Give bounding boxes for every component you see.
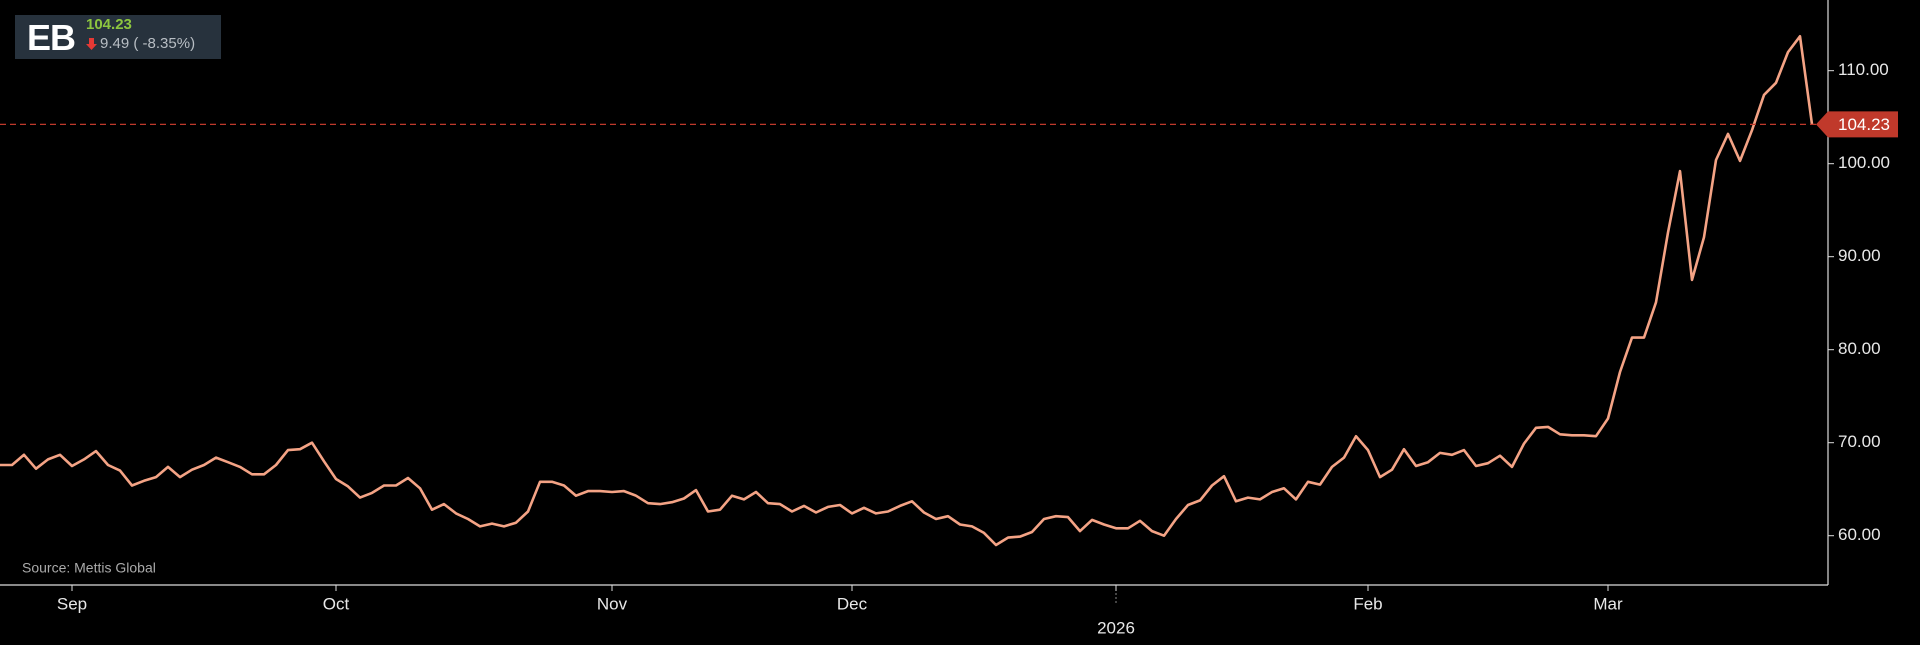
x-tick-label: Sep (57, 594, 87, 613)
price-line (0, 35, 1814, 547)
x-tick-label: Feb (1353, 594, 1382, 613)
price: 104.23 (86, 16, 132, 33)
x-tick-label: Oct (323, 594, 350, 613)
change-pct: ( -8.35%) (133, 35, 196, 52)
ticker: EB (27, 17, 76, 58)
down-arrow (86, 38, 97, 50)
change: 9.49 (100, 35, 130, 52)
x-tick-label: Nov (597, 594, 628, 613)
last-price-label: 104.23 (1838, 115, 1890, 134)
y-tick-label: 80.00 (1838, 339, 1881, 358)
y-tick-label: 100.00 (1838, 153, 1890, 172)
change-row: 9.49 ( -8.35%) (86, 35, 195, 52)
x-tick-label: Mar (1593, 594, 1623, 613)
x-tick-label: 2026 (1097, 618, 1135, 637)
y-tick-label: 60.00 (1838, 525, 1881, 544)
x-tick-label: Dec (837, 594, 868, 613)
y-tick-label: 70.00 (1838, 432, 1881, 451)
last-price-tag (1816, 111, 1898, 138)
source: Source: Mettis Global (22, 560, 156, 576)
y-tick-label: 110.00 (1838, 60, 1889, 79)
ticker-header: EB 104.23 9.49 ( -8.35%) (15, 15, 221, 59)
y-tick-label: 90.00 (1838, 246, 1881, 265)
